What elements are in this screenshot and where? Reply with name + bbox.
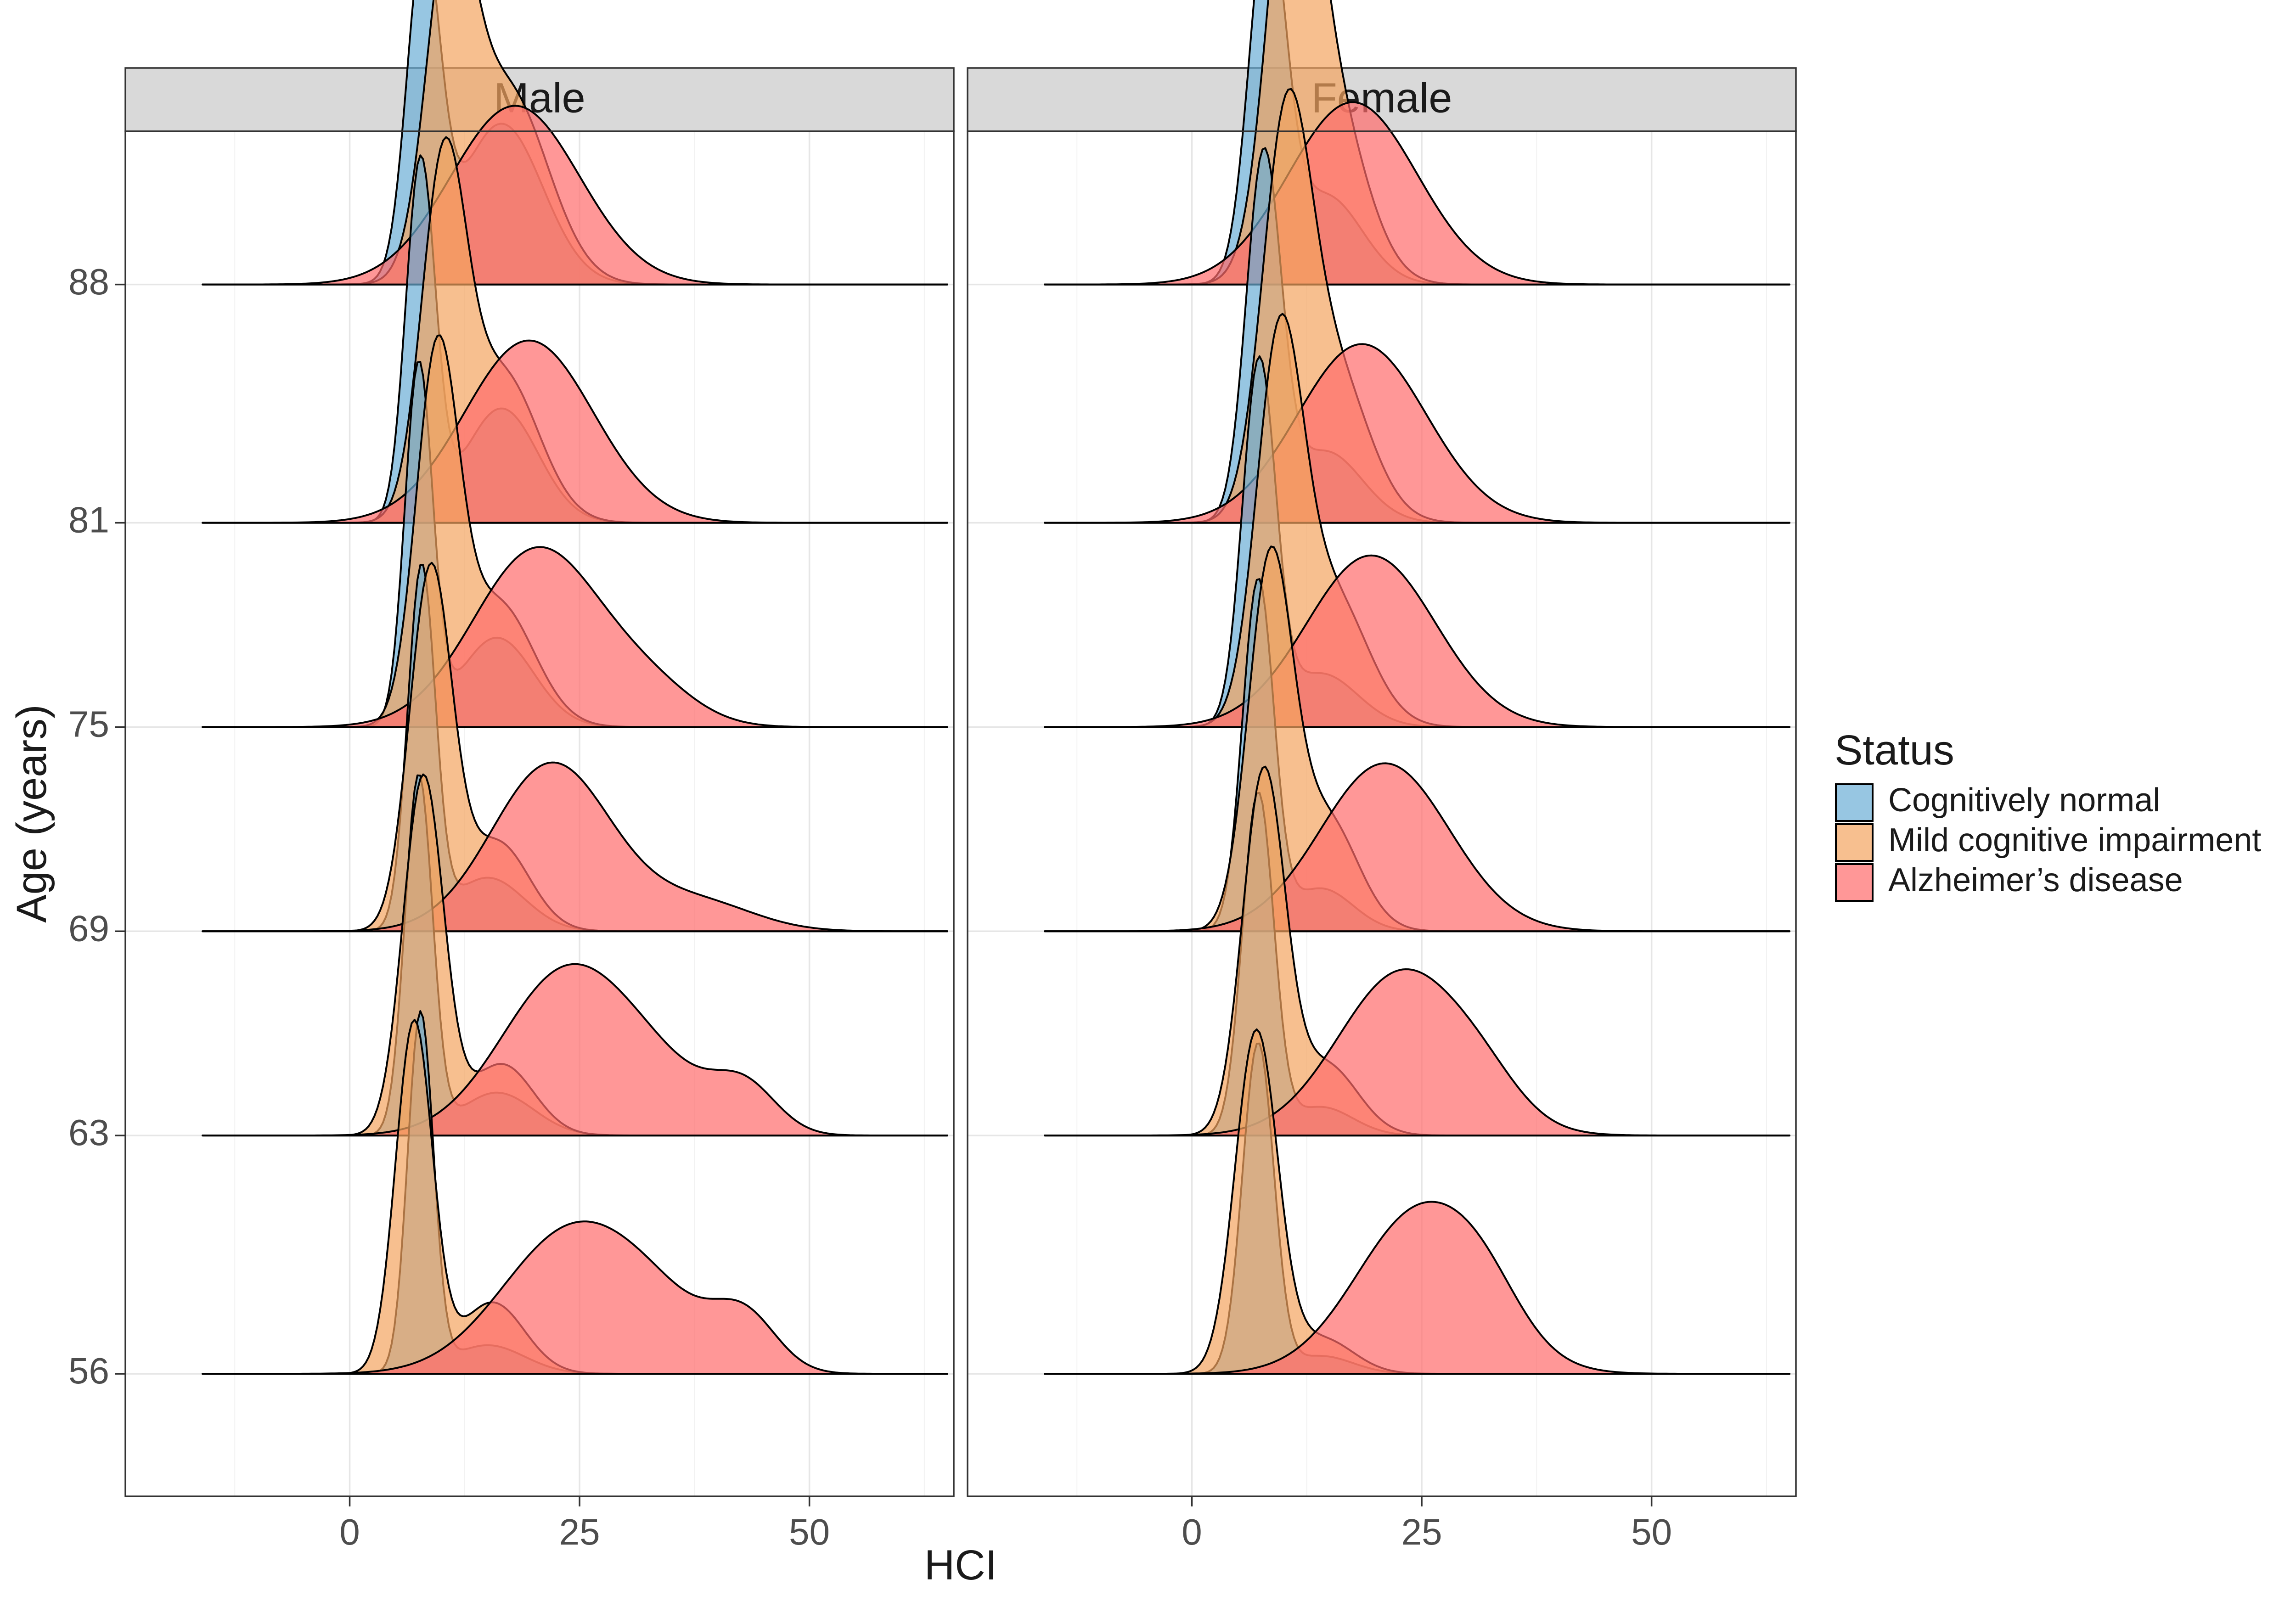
y-axis: 56 63 69 75 81 88 [68, 261, 125, 1391]
x-axis-title: HCI [924, 1542, 997, 1589]
panel-female-border [967, 130, 1797, 1497]
panel-female-ridges [1044, 0, 1790, 1375]
y-tick-label: 81 [68, 500, 109, 540]
y-tick-label: 56 [68, 1350, 109, 1391]
legend-swatch-cognitively-normal [1835, 783, 1874, 822]
panel-female: Female 0 25 50 [967, 0, 1797, 1552]
x-tick-label: 0 [1182, 1511, 1202, 1552]
ridge-female-56-alzheimers-disease [1044, 1201, 1790, 1375]
panel-male-x-axis: 0 25 50 [339, 1496, 830, 1552]
ridge-male-56-alzheimers-disease [202, 1220, 948, 1375]
y-axis-title: Age (years) [8, 704, 55, 923]
y-tick-label: 63 [68, 1112, 109, 1153]
x-tick-label: 50 [1631, 1511, 1672, 1552]
panel-female-x-axis: 0 25 50 [1182, 1496, 1672, 1552]
x-tick-label: 0 [339, 1511, 360, 1552]
legend: Status Cognitively normal Mild cognitive… [1835, 727, 2261, 902]
ridge-male-88-alzheimers-disease [202, 105, 948, 286]
ridge-female-69-alzheimers-disease [1044, 762, 1790, 933]
legend-item-mild-cognitive-impairment: Mild cognitive impairment [1835, 822, 2261, 862]
panel-male-ridges [202, 0, 948, 1375]
legend-item-alzheimers-disease: Alzheimer’s disease [1835, 862, 2183, 902]
ridge-male-81-alzheimers-disease [202, 339, 948, 524]
legend-title: Status [1835, 727, 1954, 774]
x-tick-label: 25 [1401, 1511, 1442, 1552]
panel-male: Male 0 25 50 [124, 0, 955, 1552]
y-tick-label: 75 [68, 704, 109, 745]
ridge-female-81-alzheimers-disease [1044, 343, 1790, 524]
x-tick-label: 50 [789, 1511, 830, 1552]
ridge-male-75-alzheimers-disease [202, 546, 948, 728]
ridge-female-75-alzheimers-disease [1044, 554, 1790, 728]
legend-label-alzheimers-disease: Alzheimer’s disease [1888, 862, 2183, 899]
y-tick-label: 69 [68, 908, 109, 949]
ridge-female-88-alzheimers-disease [1044, 101, 1790, 286]
legend-label-mild-cognitive-impairment: Mild cognitive impairment [1888, 822, 2261, 859]
legend-item-cognitively-normal: Cognitively normal [1835, 782, 2160, 822]
ridge-male-69-alzheimers-disease [202, 761, 948, 933]
legend-label-cognitively-normal: Cognitively normal [1888, 782, 2160, 819]
y-tick-label: 88 [68, 261, 109, 302]
ridge-male-63-alzheimers-disease [202, 963, 948, 1137]
legend-swatch-alzheimers-disease [1835, 863, 1874, 902]
panel-male-border [124, 130, 955, 1497]
x-tick-label: 25 [559, 1511, 600, 1552]
legend-swatch-mild-cognitive-impairment [1835, 823, 1874, 862]
ridge-female-63-alzheimers-disease [1044, 968, 1790, 1137]
